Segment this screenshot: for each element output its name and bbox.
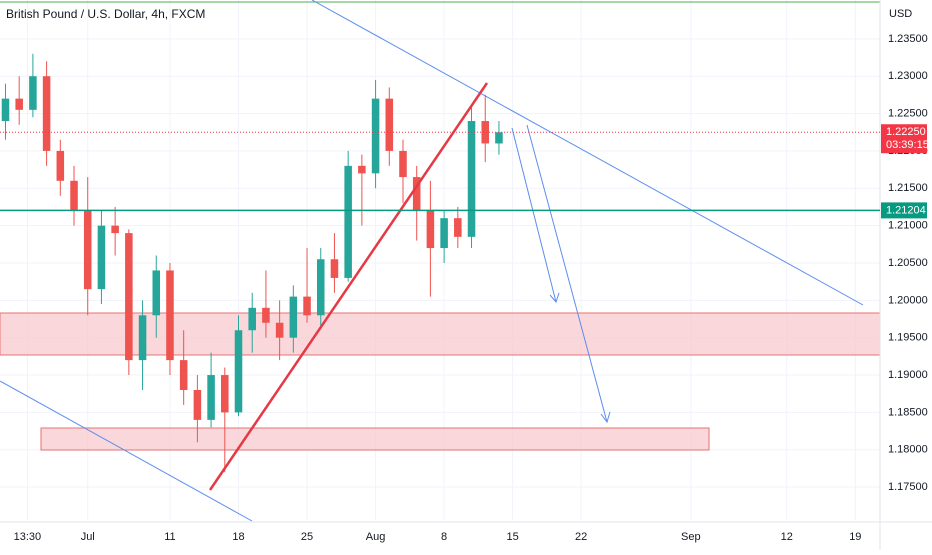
candle-body (111, 225, 119, 234)
countdown: 03:39:15 (886, 139, 929, 151)
arrow (511, 127, 557, 303)
arrows (511, 124, 611, 424)
y-tick-label: 1.18000 (888, 444, 928, 456)
candle-body (344, 165, 352, 278)
supply-zone (0, 312, 881, 356)
candle-body (234, 330, 243, 413)
last-price-label: 1.22250 (886, 126, 926, 138)
candle-body (440, 218, 448, 249)
candle-body (358, 165, 366, 174)
currency: USD (889, 8, 912, 20)
y-tick-label: 1.22500 (888, 107, 928, 119)
x-tick-label: 8 (441, 531, 447, 543)
candle-body (454, 218, 462, 237)
last-price-box (881, 124, 927, 154)
candle-body (330, 259, 339, 278)
arrow-head (549, 292, 560, 303)
candle-body (193, 390, 202, 420)
candle-body (152, 270, 161, 316)
arrow (526, 124, 608, 423)
candle-body (1, 98, 10, 122)
candle-body (412, 177, 421, 211)
x-tick-label: 19 (849, 531, 861, 543)
candle-body (56, 150, 65, 181)
x-tick-label: 12 (781, 531, 793, 543)
y-tick-label: 1.23500 (888, 33, 928, 45)
level-label-box (881, 202, 927, 219)
y-tick-label: 1.18500 (888, 406, 928, 418)
candle-body (495, 132, 503, 144)
y-tick-label: 1.21000 (888, 220, 928, 232)
candle-body (481, 121, 490, 144)
arrow-head (600, 411, 611, 424)
chart-title: British Pound / U.S. Dollar, 4h, FXCM (6, 7, 205, 21)
trend-line (311, 0, 864, 306)
x-tick-label: 22 (575, 531, 587, 543)
candle-body (179, 360, 188, 390)
candle-body (29, 76, 37, 110)
trend-line (0, 380, 253, 522)
y-tick-label: 1.20500 (888, 257, 928, 269)
candle-body (248, 307, 256, 331)
x-tick-label: 25 (301, 531, 313, 543)
candle-body (83, 210, 92, 290)
x-tick-label: 11 (164, 531, 175, 543)
trend-line (208, 82, 489, 491)
y-tick-label: 1.21500 (888, 182, 928, 194)
candle-body (426, 210, 435, 249)
candle-body (221, 375, 229, 413)
candle-body (316, 259, 325, 316)
y-tick-label: 1.19000 (888, 369, 928, 381)
x-tick-label: Jul (81, 531, 95, 543)
candle-body (138, 315, 147, 361)
candle-body (385, 98, 394, 151)
level-label: 1.21204 (886, 204, 926, 216)
candle-body (125, 233, 133, 361)
candle-body (207, 375, 215, 420)
x-tick-label: 18 (232, 531, 244, 543)
x-tick-label: Aug (366, 531, 386, 543)
x-tick-label: 13:30 (14, 531, 42, 543)
y-tick-label: 1.17500 (888, 481, 928, 493)
candle-body (399, 150, 407, 178)
candle-body (166, 270, 174, 361)
candle-body (97, 225, 106, 290)
candle-body (15, 98, 23, 110)
y-tick-label: 1.20000 (888, 294, 928, 306)
demand-zone (40, 427, 710, 451)
candle-body (289, 296, 298, 338)
candle-body (467, 121, 476, 237)
candle-body (371, 98, 380, 174)
candle-body (303, 296, 311, 316)
x-tick-label: Sep (681, 531, 701, 543)
x-tick-label: 15 (507, 531, 519, 543)
y-tick-label: 1.23000 (888, 70, 928, 82)
candles (1, 53, 503, 473)
y-tick-label: 1.19500 (888, 332, 928, 344)
candle-body (70, 180, 78, 211)
candle-body (262, 307, 270, 323)
candle-body (275, 322, 284, 338)
candle-body (42, 76, 51, 151)
